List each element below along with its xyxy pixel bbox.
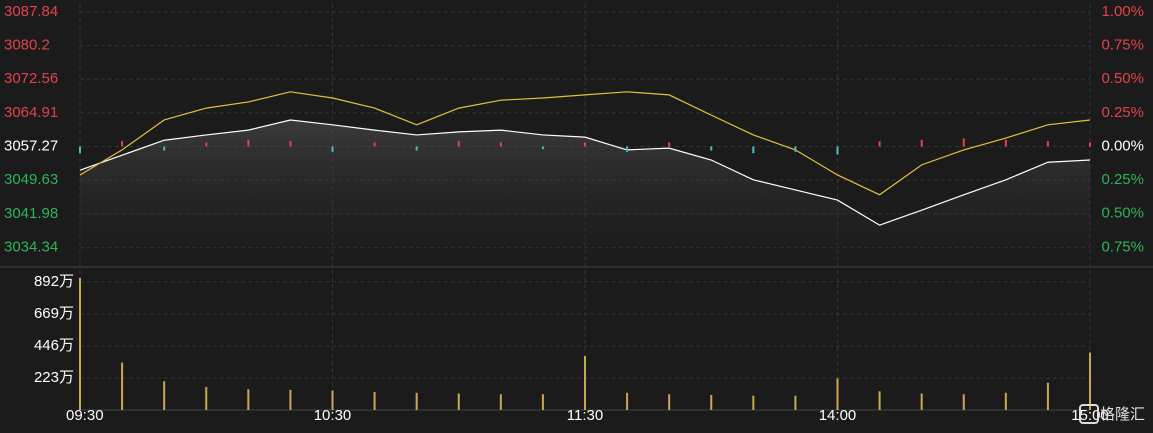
volume-bar bbox=[1046, 382, 1049, 410]
breadth-bar bbox=[920, 139, 923, 147]
volume-bar bbox=[79, 277, 81, 410]
y2-tick-label: 0.75% bbox=[1101, 238, 1144, 255]
breadth-bar bbox=[499, 142, 502, 147]
volume-bar bbox=[289, 389, 292, 410]
breadth-bar bbox=[752, 146, 755, 154]
breadth-bar bbox=[373, 142, 376, 147]
breadth-bar bbox=[289, 141, 292, 147]
volume-bar bbox=[1004, 392, 1007, 410]
breadth-bar bbox=[878, 141, 881, 147]
breadth-bar bbox=[205, 142, 208, 147]
breadth-bar bbox=[79, 146, 81, 154]
breadth-bar bbox=[331, 146, 334, 152]
y2-tick-label: 0.50% bbox=[1101, 205, 1144, 222]
watermark: 格隆汇 bbox=[1079, 404, 1145, 424]
volume-bar bbox=[499, 394, 502, 410]
volume-bar bbox=[541, 394, 544, 410]
volume-bar bbox=[373, 392, 376, 410]
volume-bar bbox=[331, 390, 334, 410]
volume-bar bbox=[626, 392, 629, 410]
y-tick-label: 3034.34 bbox=[4, 238, 58, 255]
volume-bar bbox=[163, 381, 166, 410]
logo-icon bbox=[1079, 404, 1099, 424]
volume-bar bbox=[878, 391, 881, 410]
y-tick-label: 446万 bbox=[34, 337, 74, 354]
y-tick-label: 3064.91 bbox=[4, 104, 58, 121]
y-tick-label: 3072.56 bbox=[4, 70, 58, 87]
volume-bar bbox=[668, 394, 671, 410]
breadth-bar bbox=[668, 142, 671, 147]
y2-tick-label: 0.25% bbox=[1101, 104, 1144, 121]
price-area bbox=[80, 119, 1090, 266]
volume-bar bbox=[1089, 352, 1091, 410]
breadth-bar bbox=[962, 138, 965, 147]
volume-bar bbox=[836, 378, 839, 410]
breadth-bar bbox=[710, 146, 713, 151]
x-tick-label: 09:30 bbox=[66, 407, 104, 424]
breadth-bar bbox=[163, 146, 166, 151]
volume-bar bbox=[457, 393, 460, 410]
y-tick-label: 669万 bbox=[34, 305, 74, 322]
volume-bar bbox=[415, 392, 418, 410]
watermark-text: 格隆汇 bbox=[1100, 406, 1145, 423]
volume-bar bbox=[584, 356, 586, 410]
breadth-bar bbox=[1089, 142, 1091, 147]
x-tick-label: 14:00 bbox=[819, 407, 857, 424]
volume-bar bbox=[962, 394, 965, 410]
breadth-bar bbox=[457, 141, 460, 147]
y-tick-label: 3087.84 bbox=[4, 3, 58, 20]
volume-bar bbox=[752, 395, 755, 410]
y-tick-label: 892万 bbox=[34, 273, 74, 290]
y-tick-label: 3057.27 bbox=[4, 137, 58, 154]
breadth-bar bbox=[1004, 139, 1007, 147]
y2-tick-label: 0.50% bbox=[1101, 70, 1144, 87]
volume-bar bbox=[794, 395, 797, 410]
y2-tick-label: 0.25% bbox=[1101, 171, 1144, 188]
breadth-bar bbox=[541, 146, 544, 150]
breadth-bar bbox=[626, 146, 629, 152]
breadth-bar bbox=[1046, 141, 1049, 147]
breadth-bar bbox=[836, 146, 839, 155]
y2-tick-label: 1.00% bbox=[1101, 3, 1144, 20]
average-line bbox=[79, 91, 1091, 196]
breadth-bar bbox=[794, 146, 797, 152]
volume-bar bbox=[710, 394, 713, 410]
x-tick-label: 11:30 bbox=[567, 407, 603, 424]
y2-tick-label: 0.00% bbox=[1101, 137, 1144, 154]
y-tick-label: 3049.63 bbox=[4, 171, 58, 188]
volume-bar bbox=[920, 393, 923, 410]
y-tick-label: 223万 bbox=[34, 369, 74, 386]
y-tick-label: 3041.98 bbox=[4, 205, 58, 222]
price-line bbox=[79, 119, 1091, 226]
breadth-bar bbox=[121, 141, 124, 147]
breadth-bar bbox=[584, 142, 586, 147]
volume-bar bbox=[247, 389, 250, 410]
volume-bar bbox=[121, 362, 124, 410]
volume-bar bbox=[205, 387, 208, 410]
y2-tick-label: 0.75% bbox=[1101, 37, 1144, 54]
y-tick-label: 3080.2 bbox=[4, 37, 50, 54]
breadth-bar bbox=[247, 139, 250, 147]
x-tick-label: 10:30 bbox=[314, 407, 352, 424]
breadth-bar bbox=[415, 146, 418, 151]
